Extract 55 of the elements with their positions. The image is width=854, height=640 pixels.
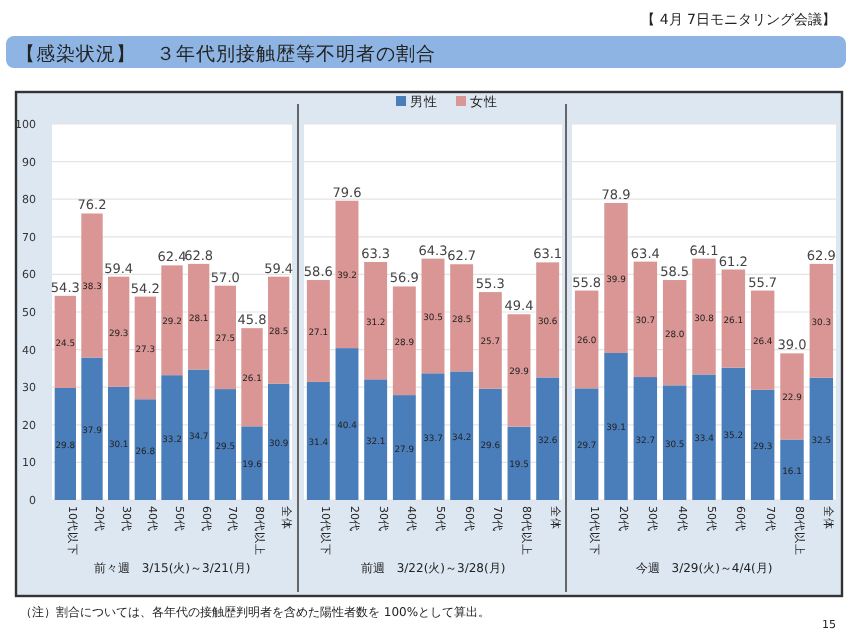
bar bbox=[364, 261, 388, 380]
bar bbox=[633, 261, 658, 378]
bar bbox=[450, 264, 474, 372]
bar bbox=[604, 352, 628, 500]
bar bbox=[335, 200, 359, 349]
bar bbox=[134, 296, 156, 400]
bar bbox=[214, 285, 236, 390]
bar bbox=[335, 348, 359, 500]
bar bbox=[421, 258, 445, 374]
bar bbox=[574, 290, 599, 389]
bar bbox=[780, 439, 804, 500]
bar bbox=[750, 290, 775, 390]
bar bbox=[54, 295, 76, 388]
bar bbox=[241, 328, 263, 427]
bar bbox=[750, 389, 775, 500]
bar bbox=[392, 395, 416, 500]
bar bbox=[268, 383, 290, 500]
bar bbox=[536, 262, 560, 378]
bar bbox=[780, 353, 804, 440]
bar bbox=[809, 263, 834, 378]
bar bbox=[268, 276, 290, 384]
bar bbox=[633, 377, 658, 500]
bar bbox=[214, 389, 236, 500]
bar bbox=[478, 388, 502, 500]
chart-title: 【感染状況】 ３年代別接触歴等不明者の割合 bbox=[16, 42, 436, 66]
bar bbox=[421, 373, 445, 500]
bar bbox=[108, 386, 130, 500]
bar bbox=[692, 258, 716, 375]
bar bbox=[536, 377, 560, 500]
bar bbox=[450, 371, 474, 500]
bar bbox=[54, 387, 76, 500]
bar bbox=[507, 426, 531, 500]
bar bbox=[478, 292, 502, 389]
bar bbox=[721, 367, 746, 500]
bar bbox=[692, 374, 716, 500]
bar bbox=[188, 263, 210, 370]
bar bbox=[134, 399, 156, 500]
bar bbox=[108, 276, 130, 387]
bar bbox=[574, 388, 599, 500]
bar bbox=[662, 280, 687, 386]
bar bbox=[161, 375, 183, 500]
bar bbox=[809, 377, 834, 500]
bar bbox=[188, 369, 210, 500]
bar bbox=[81, 357, 103, 500]
bar bbox=[364, 379, 388, 500]
bar bbox=[662, 385, 687, 500]
bar bbox=[507, 314, 531, 427]
bar bbox=[81, 213, 103, 358]
bar bbox=[161, 265, 183, 376]
bar bbox=[392, 286, 416, 396]
bar bbox=[306, 381, 330, 500]
bar bbox=[241, 426, 263, 500]
bar bbox=[604, 202, 628, 353]
bar bbox=[721, 269, 746, 368]
bar bbox=[306, 280, 330, 382]
